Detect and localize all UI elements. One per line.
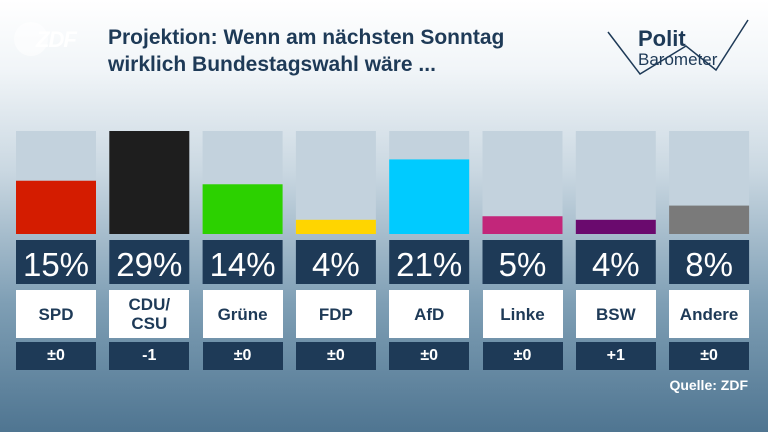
bar-fdp [295,219,376,234]
change-label-spd: ±0 [16,342,96,370]
zdf-logo: ZDF [14,22,78,56]
value-box-afd [389,240,470,284]
source-label: Quelle: ZDF [669,377,748,393]
bar-bsw [575,219,656,234]
zdf-logo-circle [14,22,48,56]
party-name: AfD [414,304,445,324]
party-label-fdp: FDP [295,290,376,338]
value-box-cducsu [109,240,190,284]
party-name: SPD [38,304,74,324]
change-label-grne: ±0 [202,342,283,370]
bar-grne [202,184,283,234]
party-label-bsw: BSW [575,290,656,338]
party-name: BSW [595,304,636,324]
politbarometer-word-polit: Polit [638,26,686,51]
chart-title: Projektion: Wenn am nächsten Sonntag wir… [108,26,505,76]
party-label-andere: Andere [669,290,750,338]
value-label-andere: 8% [685,246,733,283]
value-box-linke [482,240,563,284]
value-box-spd [16,240,96,284]
bar-linke [482,216,563,234]
party-label-afd: AfD [389,290,470,338]
value-box-andere [669,240,750,284]
value-box-grne [202,240,283,284]
politbarometer-word-barometer: Barometer [638,50,718,69]
politbarometer-zigzag-icon [607,19,749,75]
party-name: CDU/ CSU [128,295,171,333]
party-name: Linke [500,304,545,324]
change-label-fdp: ±0 [295,342,376,370]
party-label-cducsu: CDU/ CSU [109,290,190,338]
bar-cducsu [109,131,190,234]
value-box-fdp [295,240,376,284]
bar-andere [669,205,750,234]
value-label-grne: 14% [210,246,276,283]
bar-afd [389,159,470,234]
bar-track-fdp [295,131,376,234]
party-label-spd: SPD [16,290,96,338]
party-name: Grüne [217,304,268,324]
value-box-bsw [575,240,656,284]
change-label-linke: ±0 [482,342,563,370]
bar-spd [16,180,96,234]
party-label-linke: Linke [482,290,563,338]
politbarometer-logo: Polit Barometer [598,10,758,80]
value-label-linke: 5% [499,246,547,283]
value-label-bsw: 4% [592,246,640,283]
bar-track-bsw [575,131,656,234]
value-label-fdp: 4% [312,246,360,283]
value-label-afd: 21% [396,246,462,283]
value-label-cducsu: 29% [116,246,182,283]
value-label-spd: 15% [23,246,89,283]
change-label-andere: ±0 [669,342,750,370]
change-label-afd: ±0 [389,342,470,370]
party-name: Andere [679,304,739,324]
change-label-cducsu: -1 [109,342,190,370]
zdf-logo-text: ZDF [36,27,77,52]
party-name: FDP [318,304,353,324]
change-label-bsw: +1 [575,342,656,370]
party-label-grne: Grüne [202,290,283,338]
